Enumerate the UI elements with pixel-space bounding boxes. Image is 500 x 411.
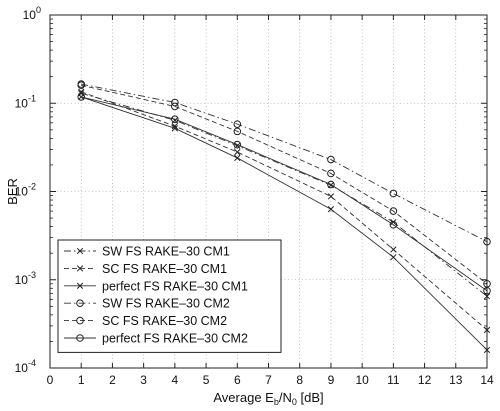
y-tick-label: 10-3: [15, 270, 36, 287]
circle-marker: [171, 102, 179, 111]
circle-marker: [327, 155, 335, 164]
circle-marker: [233, 120, 242, 128]
legend-item: perfect FS RAKE–30 CM1: [64, 279, 248, 293]
circle-marker: [171, 115, 179, 123]
series-line: [81, 84, 488, 285]
x-tick-label: 12: [418, 373, 432, 387]
circle-marker: [76, 316, 84, 325]
y-axis-label: BER: [5, 178, 20, 205]
legend-items: SW FS RAKE–30 CM1 SC FS RAKE–30 CM1 perfec…: [64, 245, 248, 346]
cross-marker: [76, 265, 84, 272]
series-layer: [77, 80, 491, 354]
x-tick-label: 9: [328, 373, 335, 387]
x-tick-label: 10: [355, 373, 369, 387]
x-tick-label: 0: [47, 373, 54, 387]
circle-marker: [77, 93, 86, 101]
legend-item: SC FS RAKE–30 CM1: [64, 262, 227, 276]
legend-item: perfect FS RAKE–30 CM2: [64, 332, 248, 346]
x-tick-label: 4: [172, 373, 179, 387]
legend-item: SW FS RAKE–30 CM2: [64, 297, 230, 311]
cross-marker: [327, 193, 335, 200]
y-tick-label: 10-4: [15, 358, 36, 375]
legend-label: SW FS RAKE–30 CM2: [102, 297, 230, 311]
legend-label: SC FS RAKE–30 CM1: [102, 262, 227, 276]
legend-label: perfect FS RAKE–30 CM2: [102, 332, 248, 346]
y-tick-label: 10-1: [15, 93, 36, 110]
circle-marker: [389, 207, 398, 215]
cross-marker: [76, 247, 84, 255]
series-6: [77, 93, 491, 295]
series-line: [81, 91, 488, 331]
x-tick-label: 13: [449, 373, 463, 387]
series-line: [81, 92, 488, 297]
cross-marker: [171, 125, 179, 132]
circle-marker: [171, 98, 179, 107]
legend-label: perfect FS RAKE–30 CM1: [102, 279, 248, 293]
x-axis-label-mid: /N: [279, 390, 292, 405]
circle-marker: [327, 169, 335, 178]
x-tick-label: 7: [265, 373, 272, 387]
x-tick-label: 5: [203, 373, 210, 387]
x-axis-label-tail: [dB]: [297, 390, 324, 405]
series-line: [81, 96, 488, 351]
x-axis-label-sub2: 0: [292, 397, 297, 406]
x-tick-label: 14: [480, 373, 494, 387]
x-axis-label-base: Average E: [213, 390, 274, 405]
cross-marker: [327, 206, 335, 213]
cross-marker: [234, 148, 241, 156]
legend-item: SW FS RAKE–30 CM1: [64, 245, 230, 259]
legend: SW FS RAKE–30 CM1 SC FS RAKE–30 CM1 perfec…: [57, 239, 282, 353]
circle-marker: [389, 220, 398, 229]
y-tick-label: 100: [23, 5, 41, 22]
legend-label: SC FS RAKE–30 CM2: [102, 314, 227, 328]
y-tick-label: 10-2: [15, 182, 36, 199]
x-tick-label: 3: [140, 373, 147, 387]
cross-marker: [234, 154, 241, 162]
cross-marker: [390, 246, 397, 253]
circle-marker: [233, 140, 242, 149]
circle-marker: [389, 189, 398, 198]
legend-label: SW FS RAKE–30 CM1: [102, 245, 230, 259]
legend-item: SC FS RAKE–30 CM2: [64, 314, 227, 328]
x-axis-label: Average Eb/N0 [dB]: [213, 390, 323, 406]
x-axis-label-sub1: b: [274, 397, 279, 406]
circle-marker: [77, 81, 86, 90]
circle-marker: [233, 127, 242, 136]
circle-marker: [76, 299, 84, 308]
cross-marker: [76, 282, 84, 289]
x-tick-label: 8: [296, 373, 303, 387]
series-5: [77, 81, 491, 288]
circle-marker: [327, 180, 335, 189]
series-line: [81, 83, 488, 243]
circle-marker: [76, 334, 84, 342]
series-line: [81, 96, 488, 292]
x-tick-label: 6: [234, 373, 241, 387]
cross-marker: [390, 254, 397, 261]
x-tick-label: 2: [109, 373, 116, 387]
x-tick-label: 11: [387, 373, 400, 387]
legend-box: [57, 239, 282, 353]
x-tick-label: 1: [78, 373, 85, 387]
